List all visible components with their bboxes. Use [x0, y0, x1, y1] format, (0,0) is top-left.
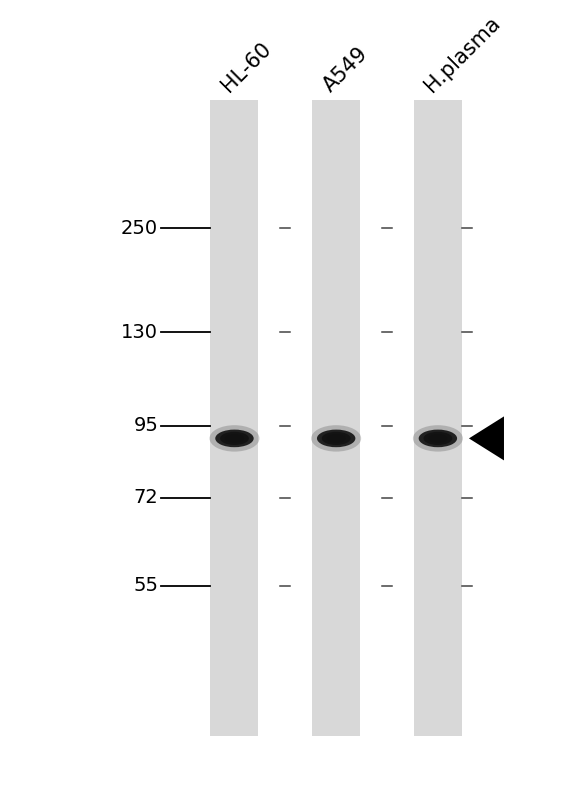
Ellipse shape [225, 434, 244, 442]
Text: 55: 55 [133, 576, 158, 595]
Bar [414, 100, 462, 736]
Ellipse shape [317, 430, 355, 447]
Ellipse shape [432, 436, 444, 441]
Ellipse shape [331, 436, 342, 441]
Ellipse shape [424, 432, 452, 445]
Polygon shape [469, 416, 504, 461]
Text: A549: A549 [319, 43, 372, 96]
Ellipse shape [327, 434, 346, 442]
Bar [210, 100, 259, 736]
Text: H.plasma: H.plasma [421, 13, 504, 96]
Ellipse shape [428, 434, 447, 442]
Ellipse shape [229, 436, 240, 441]
Ellipse shape [210, 426, 259, 451]
Ellipse shape [322, 432, 350, 445]
Bar [312, 100, 360, 736]
Text: 95: 95 [133, 416, 158, 435]
Text: HL-60: HL-60 [218, 38, 275, 96]
Text: 130: 130 [121, 322, 158, 342]
Ellipse shape [413, 426, 463, 451]
Text: 250: 250 [121, 218, 158, 238]
Text: 72: 72 [133, 488, 158, 507]
Ellipse shape [311, 426, 361, 451]
Ellipse shape [220, 432, 249, 445]
Ellipse shape [419, 430, 457, 447]
Ellipse shape [215, 430, 254, 447]
